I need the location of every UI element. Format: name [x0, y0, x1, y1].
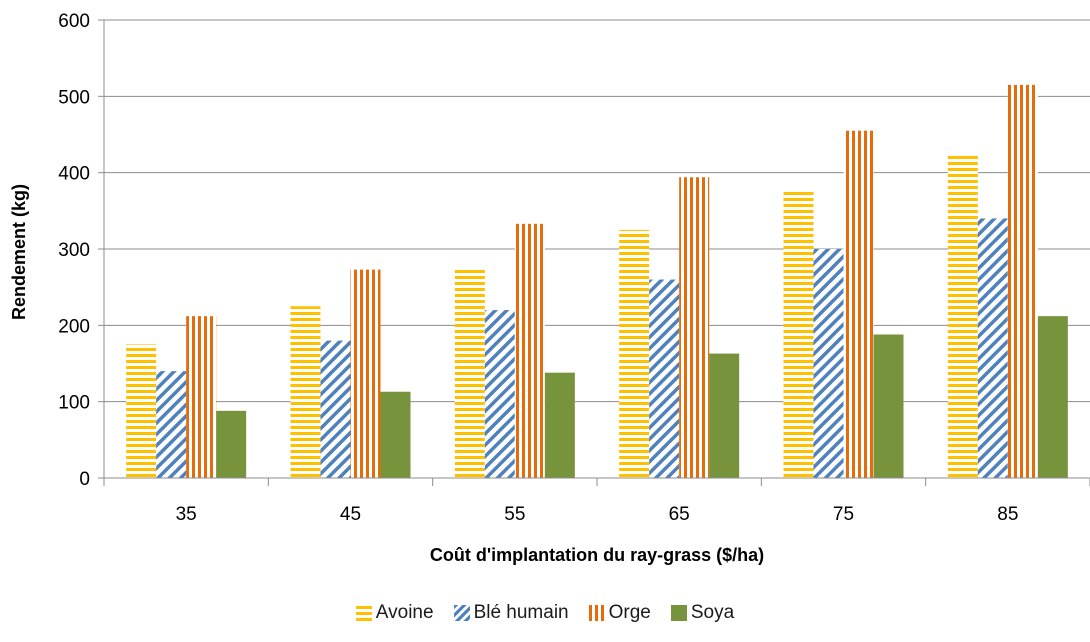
bar-orge-35 [186, 316, 217, 478]
y-tick-label: 200 [58, 316, 90, 337]
y-tick-label: 100 [58, 393, 90, 414]
bar-avoine-85 [947, 153, 978, 479]
bar-bl-humain-55 [484, 310, 515, 478]
y-tick-label: 0 [79, 469, 90, 490]
bar-avoine-45 [290, 306, 321, 478]
bar-soya-55 [544, 372, 575, 478]
bar-orge-55 [514, 223, 545, 478]
x-tick-label: 55 [504, 504, 525, 525]
bar-bl-humain-35 [156, 371, 187, 478]
bar-avoine-75 [783, 191, 814, 478]
y-tick-label: 300 [58, 240, 90, 261]
legend-label: Blé humain [473, 602, 569, 623]
bar-soya-75 [873, 334, 904, 478]
legend: Avoine Blé humain Orge Soya [0, 598, 1090, 628]
y-tick-label: 500 [58, 87, 90, 108]
bar-orge-45 [350, 269, 381, 478]
bar-soya-85 [1037, 316, 1068, 478]
legend-swatch [588, 605, 605, 621]
bar-orge-75 [843, 130, 874, 478]
legend-swatch [453, 605, 470, 621]
x-tick-label: 75 [833, 504, 854, 525]
y-tick-label: 400 [58, 164, 90, 185]
legend-item: Avoine [355, 602, 434, 624]
x-tick-label: 45 [340, 504, 361, 525]
bar-soya-45 [380, 391, 411, 478]
bar-bl-humain-85 [977, 218, 1008, 478]
axes: 0 100 200 300 400 500 600 35 45 55 65 75 85 [58, 11, 1090, 525]
bar-bl-humain-45 [320, 340, 351, 478]
legend-label: Avoine [375, 602, 434, 623]
x-tick-label: 35 [176, 504, 197, 525]
legend-item: Orge [588, 602, 651, 624]
bar-avoine-35 [126, 344, 157, 478]
bar-bl-humain-75 [813, 249, 844, 478]
x-tick-label: 85 [997, 504, 1018, 525]
bar-avoine-65 [619, 229, 650, 478]
legend-item: Blé humain [453, 602, 569, 624]
legend-label: Soya [690, 602, 735, 623]
legend-swatch [670, 605, 687, 621]
y-tick-label: 600 [58, 11, 90, 32]
legend-swatch [355, 605, 372, 621]
x-tick-label: 65 [669, 504, 690, 525]
bar-avoine-55 [454, 268, 485, 478]
bar-orge-85 [1007, 84, 1038, 478]
bar-soya-35 [216, 410, 247, 478]
grid [104, 19, 1090, 403]
bar-orge-65 [679, 177, 710, 478]
bar-bl-humain-65 [649, 279, 680, 478]
bars [126, 84, 1068, 479]
bar-soya-65 [709, 353, 740, 478]
legend-label: Orge [608, 602, 651, 623]
x-axis-title: Coût d'implantation du ray-grass ($/ha) [430, 545, 764, 565]
y-axis-title: Rendement (kg) [9, 184, 29, 320]
legend-item: Soya [670, 602, 735, 624]
